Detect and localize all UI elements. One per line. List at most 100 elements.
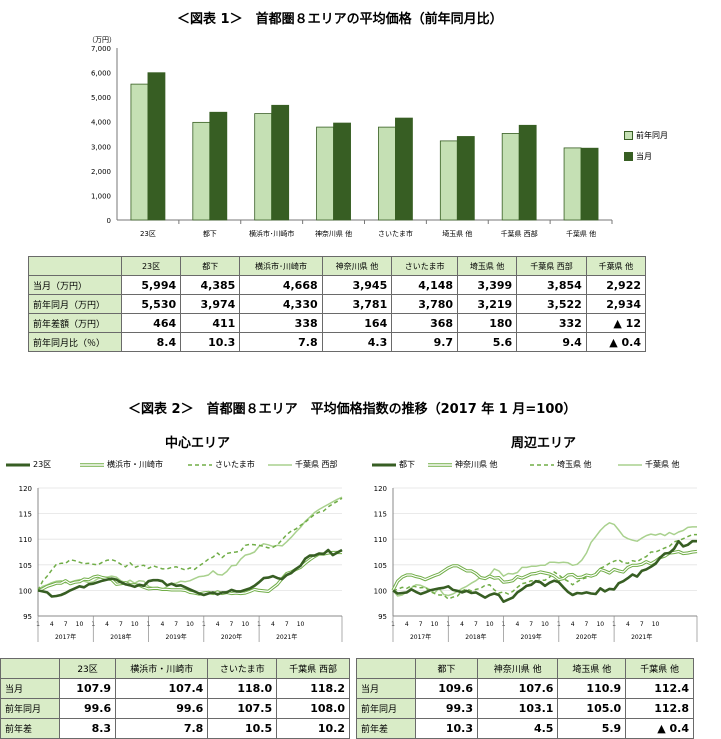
x-month-label: 10	[297, 621, 305, 628]
table-row: 前年同月（万円） 5,530 3,974 4,330 3,781 3,780 3…	[28, 294, 647, 314]
table-cell: 112.8	[625, 698, 694, 719]
table-cell: 105.0	[557, 698, 627, 719]
x-month-label: 7	[119, 621, 123, 628]
left-col-chiba-west: 千葉県 西部	[276, 658, 350, 679]
right-col-chiba: 千葉県 他	[625, 658, 694, 679]
x-month-label: 4	[405, 621, 409, 628]
x-month-label: 10	[186, 621, 194, 628]
legend-curr-label: 当月	[636, 152, 652, 161]
x-month-label: 7	[419, 621, 423, 628]
table-cell: 3,974	[180, 294, 241, 314]
bar-prev	[563, 147, 582, 221]
x-month-label: 10	[131, 621, 139, 628]
x-month-label: 4	[160, 621, 164, 628]
table-cell: 110.9	[557, 678, 627, 699]
x-year-label: 2017年	[55, 633, 76, 641]
col-yokohama: 横浜市･川崎市	[239, 256, 323, 276]
table-cell: 464	[120, 313, 182, 333]
bar-prev	[501, 133, 520, 221]
x-category-label: 都下	[203, 230, 217, 238]
table-row: 前年差額（万円） 464 411 338 164 368 180 332 ▲ 1…	[28, 313, 647, 333]
y-tick-label: 0	[107, 217, 111, 225]
bar-curr	[209, 111, 228, 221]
legend-toka: 都下	[372, 459, 415, 470]
row-label: 前年差	[0, 718, 60, 739]
x-month-label: 7	[230, 621, 234, 628]
x-month-label: 7	[529, 621, 533, 628]
legend-kanagawa-label: 神奈川県 他	[455, 460, 498, 469]
x-category-label: 埼玉県 他	[442, 229, 472, 238]
y-tick-label: 100	[374, 587, 387, 595]
x-year-label: 2021年	[631, 633, 652, 641]
col-saitama: 埼玉県 他	[457, 256, 518, 276]
table-cell: 118.2	[276, 678, 350, 699]
x-month-label: 4	[626, 621, 630, 628]
table-cell: 107.4	[115, 678, 209, 699]
series-line	[37, 496, 343, 591]
table-cell: 4,330	[239, 294, 323, 314]
table-cell: 7.8	[115, 718, 209, 739]
x-category-label: 横浜市･川崎市	[249, 229, 295, 238]
table-cell: 180	[457, 313, 518, 333]
bar-curr	[147, 72, 166, 221]
y-tick-label: 120	[19, 485, 32, 493]
legend-curr-swatch	[624, 152, 633, 161]
series-line	[37, 497, 343, 591]
table-cell: 5,994	[120, 275, 182, 295]
x-category-label: 23区	[140, 230, 156, 238]
x-category-label: さいたま市	[378, 229, 413, 238]
right-line-chart: 9510010511011512014710147101471014710147…	[374, 485, 698, 642]
table-cell: ▲ 12	[585, 313, 647, 333]
table-cell: 10.3	[180, 332, 241, 352]
table-cell: 332	[516, 313, 587, 333]
legend-toka-swatch	[372, 463, 396, 466]
legend-toka-label: 都下	[399, 460, 415, 469]
y-tick-label: 100	[19, 587, 32, 595]
x-month-label: 10	[486, 621, 494, 628]
legend-curr: 当月	[624, 151, 652, 162]
fig1-table-corner	[28, 256, 122, 276]
bar-prev	[439, 140, 458, 221]
x-month-label: 4	[216, 621, 220, 628]
bar-curr	[271, 104, 290, 221]
table-cell: 7.8	[239, 332, 323, 352]
table-cell: 109.6	[415, 678, 478, 699]
legend-saitama-city: さいたま市	[188, 459, 255, 470]
x-year-label: 2017年	[410, 633, 431, 641]
table-cell: 99.6	[115, 698, 209, 719]
y-tick-label: 110	[19, 536, 32, 544]
y-tick-label: 95	[378, 613, 387, 621]
table-row: 前年同月比（％） 8.4 10.3 7.8 4.3 9.7 5.6 9.4 ▲ …	[28, 332, 647, 352]
y-tick-label: 2,000	[91, 168, 111, 176]
y-tick-label: 6,000	[91, 70, 111, 78]
table-cell: 103.1	[476, 698, 559, 719]
table-cell: 112.4	[625, 678, 694, 699]
series-line	[37, 548, 343, 598]
bar-prev	[130, 83, 149, 221]
x-month-label: 10	[76, 621, 84, 628]
x-category-label: 神奈川県 他	[315, 229, 352, 238]
left-col-23ku: 23区	[58, 658, 117, 679]
left-table-header: 23区 横浜市・川崎市 さいたま市 千葉県 西部	[0, 658, 350, 679]
legend-yokohama-swatch	[80, 462, 104, 467]
row-label: 前年同月（万円）	[28, 294, 122, 314]
table-row: 当月 107.9 107.4 118.0 118.2	[0, 678, 350, 699]
x-month-label: 4	[515, 621, 519, 628]
fig2-title: ＜図表 2＞ 首都圏８エリア 平均価格指数の推移（2017 年 1 月=100）	[128, 402, 577, 417]
right-table-corner	[356, 658, 416, 679]
bar-curr	[333, 122, 351, 221]
legend-prev-swatch	[624, 131, 633, 140]
bar-curr	[395, 117, 413, 221]
x-month-label: 4	[271, 621, 275, 628]
table-cell: 3,522	[516, 294, 587, 314]
table-row: 前年同月 99.6 99.6 107.5 108.0	[0, 698, 350, 719]
table-cell: 2,922	[585, 275, 647, 295]
left-col-saitama-city: さいたま市	[207, 658, 278, 679]
right-index-table: 都下 神奈川県 他 埼玉県 他 千葉県 他 当月 109.6 107.6 110…	[356, 658, 694, 739]
legend-saitama-city-label: さいたま市	[215, 460, 255, 469]
legend-kanagawa: 神奈川県 他	[428, 459, 498, 470]
table-cell: 107.5	[207, 698, 278, 719]
fig1-bar-chart: 0 1,000 2,000 3,000 4,000 5,000 6,000 7,000 23区 都…	[91, 45, 613, 238]
table-cell: 338	[239, 313, 323, 333]
bar-curr	[518, 124, 537, 221]
